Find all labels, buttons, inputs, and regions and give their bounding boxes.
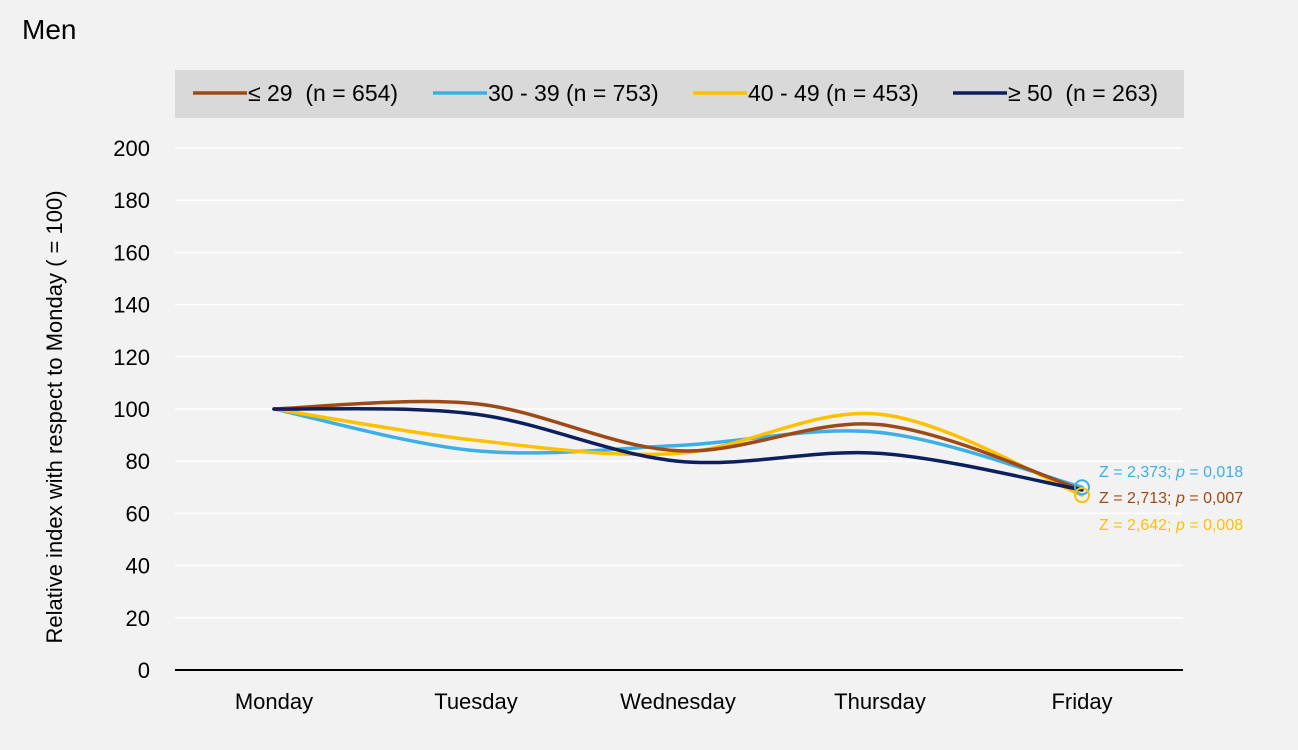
x-tick-label: Friday (1051, 689, 1112, 714)
y-tick-label: 60 (126, 501, 150, 526)
legend-label: ≥ 50 (n = 263) (1008, 80, 1158, 106)
y-tick-label: 20 (126, 606, 150, 631)
y-tick-label: 80 (126, 449, 150, 474)
annotation-z: Z = 2,713; (1099, 490, 1176, 507)
y-tick-label: 0 (138, 658, 150, 683)
x-tick-label: Monday (235, 689, 313, 714)
series-line-1 (272, 407, 1084, 490)
annotations: Z = 2,373; p = 0,018 Z = 2,713; p = 0,007… (1099, 464, 1243, 534)
annotation-p-value: = 0,007 (1185, 490, 1243, 507)
significance-annotation: Z = 2,373; p = 0,018 (1099, 464, 1243, 481)
series-line-2 (272, 407, 1084, 497)
series-line-0 (272, 399, 1084, 492)
grid (175, 147, 1183, 619)
y-axis-title: Relative index with respect to Monday ( … (42, 190, 67, 643)
legend-label: 30 - 39 (n = 753) (488, 80, 659, 106)
y-tick-label: 180 (113, 188, 150, 213)
axes: 0 20 40 60 80 100 120 140 160 180 200 Monday Tuesday… (42, 136, 1183, 714)
annotation-p-symbol: p (1175, 464, 1185, 481)
x-tick-label: Tuesday (434, 689, 518, 714)
y-tick-label: 120 (113, 345, 150, 370)
annotation-z: Z = 2,642; (1099, 517, 1176, 534)
legend (175, 70, 1184, 118)
annotation-p-symbol: p (1175, 490, 1185, 507)
x-tick-label: Thursday (834, 689, 926, 714)
annotation-p-value: = 0,018 (1185, 464, 1243, 481)
legend-label: ≤ 29 (n = 654) (248, 80, 398, 106)
y-tick-label: 160 (113, 240, 150, 265)
significance-marker (1074, 487, 1090, 504)
y-tick-label: 200 (113, 136, 150, 161)
annotation-z: Z = 2,373; (1099, 464, 1176, 481)
legend-items: ≤ 29 (n = 654) 30 - 39 (n = 753) 40 - 49 (… (193, 80, 1158, 106)
panel-title: Men (22, 14, 77, 45)
y-tick-label: 140 (113, 293, 150, 318)
significance-annotation: Z = 2,713; p = 0,007 (1099, 490, 1243, 507)
markers (1074, 479, 1090, 504)
annotation-p-symbol: p (1175, 517, 1185, 534)
y-tick-label: 100 (113, 397, 150, 422)
significance-marker (1074, 479, 1090, 496)
y-tick-label: 40 (126, 554, 150, 579)
series-line-3 (272, 406, 1084, 492)
x-tick-label: Wednesday (620, 689, 736, 714)
significance-annotation: Z = 2,642; p = 0,008 (1099, 517, 1243, 534)
annotation-p-value: = 0,008 (1185, 517, 1243, 534)
series-lines (272, 399, 1084, 497)
legend-label: 40 - 49 (n = 453) (748, 80, 919, 106)
